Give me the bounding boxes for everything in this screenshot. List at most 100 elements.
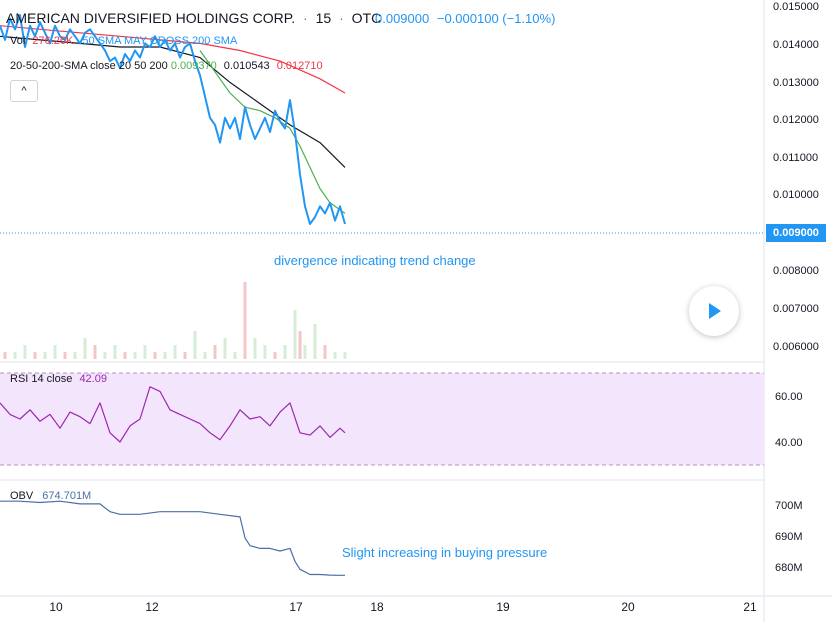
sma200-series — [0, 25, 346, 94]
obv-tick-label: 700M — [775, 500, 803, 512]
x-tick-label: 18 — [370, 600, 384, 614]
buying-pressure-annotation: Slight increasing in buying pressure — [342, 545, 548, 560]
volume-bar — [13, 352, 17, 359]
obv-tick-label: 690M — [775, 531, 803, 543]
volume-bar — [23, 345, 27, 359]
price-tick-label: 0.011000 — [773, 152, 818, 164]
rsi-value: 42.09 — [79, 373, 107, 385]
volume-bar — [123, 352, 127, 359]
volume-bar — [323, 345, 327, 359]
volume-legend[interactable]: Vol 276.26K 50 SMA MAY CROSS 200 SMA — [10, 35, 237, 47]
sma50-value: 0.010543 — [223, 60, 270, 72]
price-change-value: −0.000100 (−1.10%) — [436, 11, 556, 26]
volume-bar — [263, 345, 267, 359]
price-tick-label: 0.013000 — [773, 77, 819, 89]
volume-bar — [283, 345, 287, 359]
rsi-band — [0, 373, 764, 465]
obv-value: 674.701M — [42, 490, 92, 502]
volume-bar — [343, 352, 347, 359]
x-tick-label: 19 — [496, 600, 510, 614]
separator-dot: · — [339, 10, 344, 26]
volume-bar — [33, 352, 37, 359]
sma200-line — [0, 25, 346, 94]
obv-label: OBV — [10, 490, 34, 502]
sma200-value: 0.012710 — [276, 60, 323, 72]
collapse-legend-button[interactable]: ^ — [10, 80, 38, 102]
symbol-name: AMERICAN DIVERSIFIED HOLDINGS CORP. — [6, 10, 296, 26]
sma50-series — [0, 35, 346, 168]
volume-bar — [223, 338, 227, 359]
volume-bar — [233, 352, 237, 359]
volume-bar — [313, 324, 317, 359]
volume-bar — [53, 345, 57, 359]
rsi-tick-label: 60.00 — [775, 391, 803, 403]
volume-bar — [63, 352, 67, 359]
volume-bar — [213, 345, 217, 359]
volume-bar — [3, 352, 7, 359]
last-price-value: 0.009000 — [375, 11, 430, 26]
play-button[interactable] — [689, 286, 739, 336]
play-icon — [709, 303, 721, 319]
x-tick-label: 10 — [49, 600, 63, 614]
volume-bar — [273, 352, 277, 359]
exchange-label: OTC — [351, 10, 382, 26]
rsi-series — [0, 386, 346, 443]
volume-bar — [73, 352, 77, 359]
sma-label: 20-50-200-SMA close 20 50 200 — [10, 60, 168, 72]
sma-cross-note: 50 SMA MAY CROSS 200 SMA — [82, 35, 238, 47]
volume-bars — [3, 282, 347, 359]
volume-bar — [163, 352, 167, 359]
volume-bar — [103, 352, 107, 359]
rsi-label: RSI 14 close — [10, 373, 73, 385]
volume-bar — [253, 338, 257, 359]
volume-bar — [293, 310, 297, 359]
volume-label: Vol — [10, 35, 26, 47]
price-tick-label: 0.014000 — [773, 39, 819, 51]
volume-bar — [303, 345, 307, 359]
rsi-tick-label: 40.00 — [775, 437, 803, 449]
volume-bar — [193, 331, 197, 359]
price-tick-label: 0.006000 — [773, 341, 819, 353]
rsi-legend[interactable]: RSI 14 close 42.09 — [10, 373, 107, 385]
x-tick-label: 17 — [289, 600, 303, 614]
volume-bar — [183, 352, 187, 359]
volume-bar — [93, 345, 97, 359]
axis-ticks: 0.015000 0.014000 0.013000 0.012000 0.011000… — [49, 1, 819, 614]
price-tick-label: 0.008000 — [773, 265, 819, 277]
volume-bar — [243, 282, 247, 359]
price-series — [0, 14, 346, 225]
obv-line — [0, 500, 345, 576]
legend-title[interactable]: AMERICAN DIVERSIFIED HOLDINGS CORP. · 15… — [6, 10, 381, 26]
volume-bar — [173, 345, 177, 359]
sma20-value: 0.009370 — [170, 60, 217, 72]
volume-bar — [153, 352, 157, 359]
volume-bar — [333, 352, 337, 359]
volume-bar — [43, 352, 47, 359]
interval-label: 15 — [315, 10, 332, 26]
divergence-annotation: divergence indicating trend change — [274, 253, 476, 268]
sma50-line — [0, 35, 346, 168]
price-tick-label: 0.012000 — [773, 114, 819, 126]
volume-bar — [113, 345, 117, 359]
legend-price: 0.009000 −0.000100 (−1.10%) — [375, 11, 555, 26]
price-tick-label: 0.010000 — [773, 189, 819, 201]
x-tick-label: 20 — [621, 600, 635, 614]
volume-bar — [298, 331, 302, 359]
obv-series — [0, 500, 345, 576]
price-tick-label: 0.015000 — [773, 1, 819, 13]
last-price-tag: 0.009000 — [766, 224, 826, 242]
obv-tick-label: 680M — [775, 562, 803, 574]
volume-bar — [83, 338, 87, 359]
x-tick-label: 21 — [743, 600, 757, 614]
separator-dot: · — [303, 10, 308, 26]
volume-bar — [133, 352, 137, 359]
obv-legend[interactable]: OBV 674.701M — [10, 490, 91, 502]
sma-legend[interactable]: 20-50-200-SMA close 20 50 200 0.009370 0… — [10, 60, 323, 72]
x-tick-label: 12 — [145, 600, 159, 614]
volume-bar — [203, 352, 207, 359]
volume-value: 276.26K — [32, 35, 74, 47]
price-tick-label: 0.007000 — [773, 303, 819, 315]
chevron-up-icon: ^ — [21, 85, 27, 97]
rsi-line — [0, 386, 346, 443]
